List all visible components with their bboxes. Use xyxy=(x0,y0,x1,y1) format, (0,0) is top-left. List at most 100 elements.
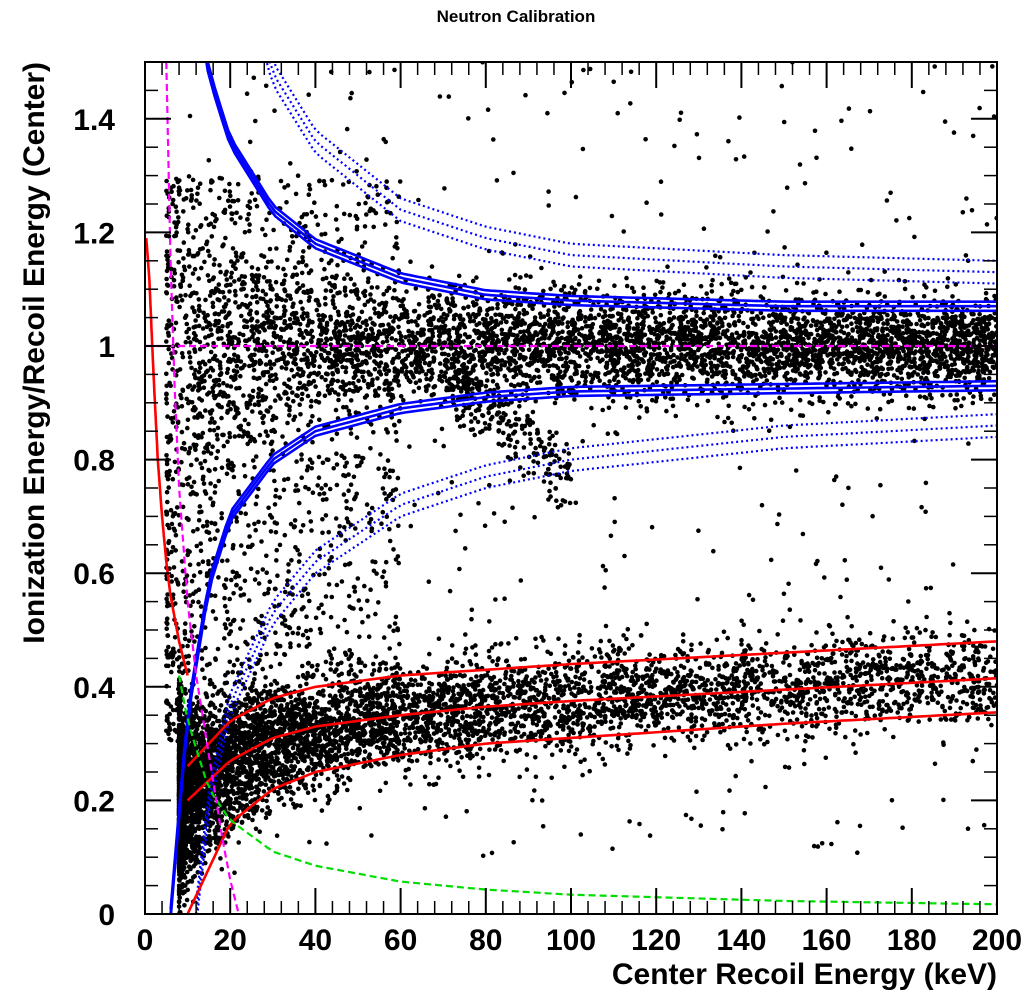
scatter-point xyxy=(966,354,971,360)
scatter-point xyxy=(598,348,604,354)
scatter-point xyxy=(403,334,408,340)
scatter-point xyxy=(664,367,670,372)
scatter-point xyxy=(773,329,779,334)
scatter-point xyxy=(325,388,331,393)
scatter-point xyxy=(742,371,747,376)
scatter-point xyxy=(941,351,946,357)
scatter-point xyxy=(532,315,538,320)
scatter-point xyxy=(251,331,256,337)
scatter-point xyxy=(731,288,736,294)
scatter-point xyxy=(260,394,266,399)
scatter-point xyxy=(529,352,535,358)
scatter-point xyxy=(511,358,517,364)
scatter-point xyxy=(552,340,557,346)
scatter-point xyxy=(632,358,638,364)
scatter-point xyxy=(812,336,817,342)
scatter-point xyxy=(730,350,735,356)
scatter-point xyxy=(484,312,490,318)
scatter-point xyxy=(653,319,659,325)
scatter-point xyxy=(264,279,270,284)
scatter-point xyxy=(768,417,774,423)
scatter-point xyxy=(467,319,473,324)
scatter-point xyxy=(775,347,781,353)
scatter-point xyxy=(640,314,645,320)
scatter-point xyxy=(745,361,751,367)
scatter-point xyxy=(849,321,854,327)
scatter-point xyxy=(610,398,616,404)
scatter-point xyxy=(591,348,596,353)
scatter-point xyxy=(520,337,526,342)
scatter-point xyxy=(347,346,353,352)
scatter-point xyxy=(333,348,338,354)
scatter-point xyxy=(762,335,767,340)
scatter-point xyxy=(398,333,404,339)
scatter-point xyxy=(574,371,579,376)
scatter-point xyxy=(840,351,845,357)
scatter-point xyxy=(323,288,329,293)
scatter-point xyxy=(857,316,863,322)
scatter-point xyxy=(781,327,786,333)
scatter-point xyxy=(522,287,528,292)
scatter-point xyxy=(359,309,365,315)
scatter-point xyxy=(317,364,322,370)
scatter-point xyxy=(772,400,778,405)
scatter-point xyxy=(521,329,527,335)
scatter-point xyxy=(852,315,858,321)
scatter-point xyxy=(294,340,300,345)
scatter-point xyxy=(310,413,315,419)
scatter-point xyxy=(552,353,557,359)
scatter-point xyxy=(722,315,728,321)
scatter-point xyxy=(950,314,955,320)
scatter-point xyxy=(912,351,917,356)
scatter-point xyxy=(624,371,630,377)
scatter-point xyxy=(842,356,847,362)
scatter-point xyxy=(381,292,387,297)
scatter-point xyxy=(439,426,445,432)
scatter-point xyxy=(890,354,896,360)
scatter-point xyxy=(427,327,432,333)
scatter-point xyxy=(489,362,494,367)
scatter-point xyxy=(426,295,431,300)
scatter-point xyxy=(605,336,610,342)
scatter-point xyxy=(298,373,303,379)
scatter-point xyxy=(409,370,414,376)
scatter-point xyxy=(222,295,227,300)
scatter-point xyxy=(383,362,389,367)
scatter-point xyxy=(810,357,816,363)
scatter-point xyxy=(227,329,233,335)
scatter-point xyxy=(775,354,780,360)
scatter-point xyxy=(256,329,262,335)
scatter-point xyxy=(867,319,872,325)
scatter-point xyxy=(832,316,837,322)
scatter-point xyxy=(273,279,279,285)
scatter-point xyxy=(583,319,588,324)
scatter-point xyxy=(497,312,502,318)
scatter-point xyxy=(568,375,574,381)
scatter-point xyxy=(814,289,819,295)
scatter-point xyxy=(650,310,655,315)
scatter-point xyxy=(641,346,646,352)
scatter-point xyxy=(362,302,368,308)
scatter-point xyxy=(401,397,406,403)
scatter-point xyxy=(433,325,438,330)
scatter-point xyxy=(363,358,368,364)
scatter-point xyxy=(754,357,760,362)
scatter-point xyxy=(841,681,846,686)
scatter-point xyxy=(806,335,811,341)
scatter-point xyxy=(853,338,858,343)
scatter-point xyxy=(745,324,751,330)
scatter-point xyxy=(747,332,753,338)
scatter-point xyxy=(556,349,562,354)
scatter-point xyxy=(270,350,276,356)
scatter-point xyxy=(917,334,922,340)
scatter-point xyxy=(556,372,561,378)
scatter-point xyxy=(251,367,257,373)
scatter-point xyxy=(297,380,303,386)
scatter-point xyxy=(426,337,431,342)
scatter-point xyxy=(300,391,305,397)
scatter-point xyxy=(398,337,404,342)
scatter-point xyxy=(823,370,828,375)
scatter-point xyxy=(670,359,676,364)
scatter-point xyxy=(431,392,437,397)
scatter-point xyxy=(896,336,901,342)
